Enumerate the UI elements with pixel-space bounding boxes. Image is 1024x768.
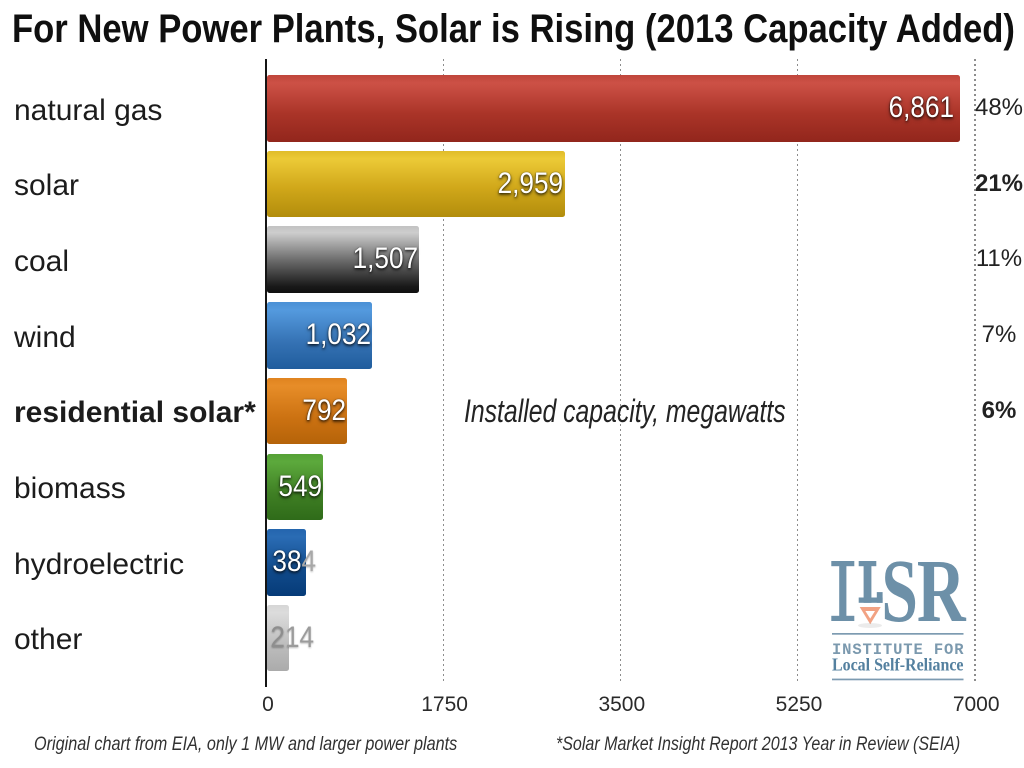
svg-text:Local Self-Reliance: Local Self-Reliance [832, 654, 964, 674]
svg-text:R: R [917, 555, 967, 641]
svg-text:S: S [881, 555, 918, 642]
svg-text:INSTITUTE FOR: INSTITUTE FOR [832, 641, 964, 659]
